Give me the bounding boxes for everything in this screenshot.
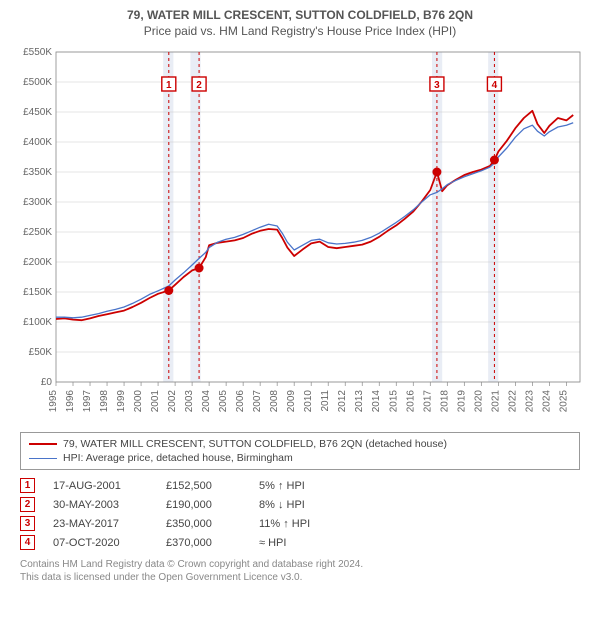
sales-date: 30-MAY-2003 xyxy=(53,499,148,511)
svg-text:£250K: £250K xyxy=(23,227,52,238)
sales-row: 3 23-MAY-2017 £350,000 11% ↑ HPI xyxy=(20,514,580,533)
svg-text:£550K: £550K xyxy=(23,47,52,58)
svg-text:1995: 1995 xyxy=(48,390,59,413)
sales-date: 07-OCT-2020 xyxy=(53,537,148,549)
svg-text:2022: 2022 xyxy=(507,390,518,413)
svg-text:£0: £0 xyxy=(41,377,53,388)
svg-text:2002: 2002 xyxy=(167,390,178,413)
legend-item-hpi: HPI: Average price, detached house, Birm… xyxy=(29,451,571,465)
svg-text:£500K: £500K xyxy=(23,77,52,88)
svg-text:2007: 2007 xyxy=(252,390,263,413)
sales-row: 1 17-AUG-2001 £152,500 5% ↑ HPI xyxy=(20,476,580,495)
svg-text:2011: 2011 xyxy=(320,390,331,412)
svg-text:2021: 2021 xyxy=(490,390,501,413)
sales-diff: ≈ HPI xyxy=(259,537,369,549)
svg-text:£200K: £200K xyxy=(23,257,52,268)
legend-swatch-property xyxy=(29,443,57,445)
svg-text:2016: 2016 xyxy=(405,390,416,413)
svg-text:2008: 2008 xyxy=(269,390,280,413)
svg-text:£100K: £100K xyxy=(23,317,52,328)
sales-price: £190,000 xyxy=(166,499,241,511)
sales-date: 17-AUG-2001 xyxy=(53,480,148,492)
svg-text:£450K: £450K xyxy=(23,107,52,118)
svg-text:£50K: £50K xyxy=(29,347,53,358)
legend-swatch-hpi xyxy=(29,458,57,459)
svg-text:4: 4 xyxy=(492,80,498,91)
sales-row: 4 07-OCT-2020 £370,000 ≈ HPI xyxy=(20,533,580,552)
svg-text:2: 2 xyxy=(196,80,202,91)
legend-box: 79, WATER MILL CRESCENT, SUTTON COLDFIEL… xyxy=(20,432,580,470)
sales-marker-icon: 2 xyxy=(20,497,35,512)
svg-text:2004: 2004 xyxy=(201,390,212,413)
svg-text:2012: 2012 xyxy=(337,390,348,413)
svg-text:2018: 2018 xyxy=(439,390,450,413)
chart-svg: £0 £50K £100K £150K £200K £250K £300K £350K £400… xyxy=(10,44,590,424)
svg-text:2014: 2014 xyxy=(371,390,382,413)
svg-text:2000: 2000 xyxy=(133,390,144,413)
chart-container: 79, WATER MILL CRESCENT, SUTTON COLDFIEL… xyxy=(0,0,600,620)
chart-title-line2: Price paid vs. HM Land Registry's House … xyxy=(10,24,590,38)
legend-label-hpi: HPI: Average price, detached house, Birm… xyxy=(63,452,293,464)
sales-price: £350,000 xyxy=(166,518,241,530)
svg-text:2001: 2001 xyxy=(150,390,161,413)
svg-text:2010: 2010 xyxy=(303,390,314,413)
svg-text:2006: 2006 xyxy=(235,390,246,413)
chart-plot-area: £0 £50K £100K £150K £200K £250K £300K £350K £400… xyxy=(10,44,590,424)
svg-text:£150K: £150K xyxy=(23,287,52,298)
svg-text:1996: 1996 xyxy=(65,390,76,413)
svg-text:1: 1 xyxy=(166,80,172,91)
sales-marker-icon: 3 xyxy=(20,516,35,531)
legend-label-property: 79, WATER MILL CRESCENT, SUTTON COLDFIEL… xyxy=(63,438,447,450)
chart-title-line1: 79, WATER MILL CRESCENT, SUTTON COLDFIEL… xyxy=(10,8,590,22)
svg-text:2017: 2017 xyxy=(422,390,433,413)
svg-text:2025: 2025 xyxy=(558,390,569,413)
svg-text:3: 3 xyxy=(434,80,440,91)
svg-text:1997: 1997 xyxy=(82,390,93,413)
svg-text:2013: 2013 xyxy=(354,390,365,413)
svg-text:£300K: £300K xyxy=(23,197,52,208)
svg-text:2020: 2020 xyxy=(473,390,484,413)
sales-marker-icon: 1 xyxy=(20,478,35,493)
footer-line2: This data is licensed under the Open Gov… xyxy=(20,571,580,584)
sales-date: 23-MAY-2017 xyxy=(53,518,148,530)
sales-marker-icon: 4 xyxy=(20,535,35,550)
footer-attribution: Contains HM Land Registry data © Crown c… xyxy=(20,558,580,584)
svg-text:2019: 2019 xyxy=(456,390,467,413)
sales-table: 1 17-AUG-2001 £152,500 5% ↑ HPI 2 30-MAY-2003… xyxy=(20,476,580,552)
svg-text:2015: 2015 xyxy=(388,390,399,413)
sales-price: £370,000 xyxy=(166,537,241,549)
footer-line1: Contains HM Land Registry data © Crown c… xyxy=(20,558,580,571)
sales-diff: 5% ↑ HPI xyxy=(259,480,369,492)
svg-text:1998: 1998 xyxy=(99,390,110,413)
sales-diff: 8% ↓ HPI xyxy=(259,499,369,511)
svg-text:1999: 1999 xyxy=(116,390,127,413)
svg-text:2023: 2023 xyxy=(524,390,535,413)
svg-text:2009: 2009 xyxy=(286,390,297,413)
svg-text:2005: 2005 xyxy=(218,390,229,413)
svg-text:2024: 2024 xyxy=(541,390,552,413)
sales-row: 2 30-MAY-2003 £190,000 8% ↓ HPI xyxy=(20,495,580,514)
svg-text:£400K: £400K xyxy=(23,137,52,148)
sales-diff: 11% ↑ HPI xyxy=(259,518,369,530)
sales-price: £152,500 xyxy=(166,480,241,492)
legend-item-property: 79, WATER MILL CRESCENT, SUTTON COLDFIEL… xyxy=(29,437,571,451)
svg-text:2003: 2003 xyxy=(184,390,195,413)
svg-text:£350K: £350K xyxy=(23,167,52,178)
